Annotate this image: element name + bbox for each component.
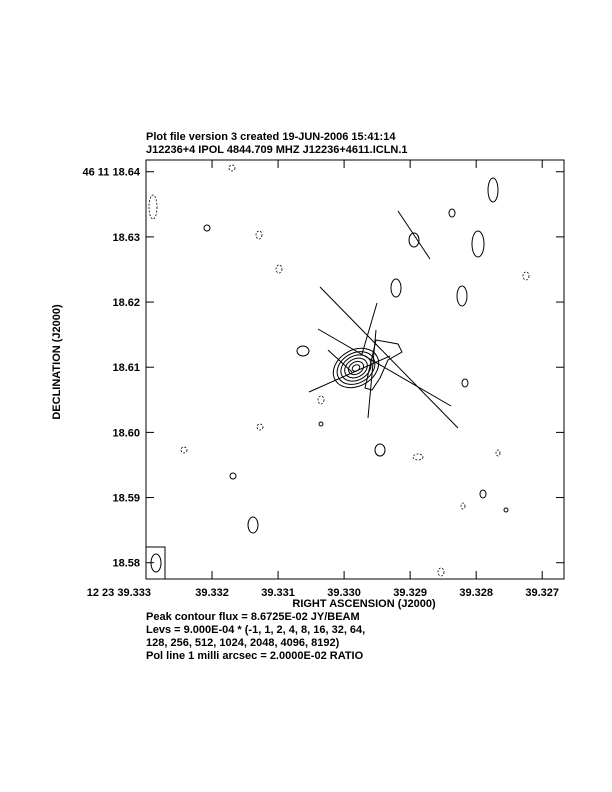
contours — [145, 164, 530, 580]
x-tick-label: 39.330 — [327, 587, 361, 599]
y-tick-label: 18.63 — [112, 232, 140, 244]
annotation: Peak contour flux = 8.6725E-02 JY/BEAM — [146, 611, 360, 623]
x-tick-label: 39.329 — [393, 587, 427, 599]
y-tick-label: 18.60 — [112, 427, 140, 439]
y-axis-label: DECLINATION (J2000) — [51, 304, 63, 420]
x-tick-label: 39.328 — [459, 587, 493, 599]
x-tick-label: 39.332 — [195, 587, 229, 599]
title-line: J12236+4 IPOL 4844.709 MHZ J12236+4611.I… — [146, 144, 408, 156]
y-tick-label: 18.58 — [112, 558, 140, 570]
y-tick-label: 18.59 — [112, 493, 140, 505]
annotation: Pol line 1 milli arcsec = 2.0000E-02 RAT… — [146, 650, 364, 662]
y-tick-label: 18.61 — [112, 362, 140, 374]
annotation: Levs = 9.000E-04 * (-1, 1, 2, 4, 8, 16, … — [146, 624, 365, 636]
x-tick-label: 39.331 — [261, 587, 295, 599]
y-tick-label: 46 11 18.64 — [82, 167, 140, 179]
plot-frame — [145, 159, 565, 580]
y-tick-label: 18.62 — [112, 297, 140, 309]
annotation: 128, 256, 512, 1024, 2048, 4096, 8192) — [146, 637, 340, 649]
polarization-vectors — [308, 210, 459, 429]
title-line: Plot file version 3 created 19-JUN-2006 … — [146, 131, 396, 143]
x-tick-label: 12 23 39.333 — [87, 587, 151, 599]
x-tick-label: 39.327 — [525, 587, 559, 599]
x-axis-label: RIGHT ASCENSION (J2000) — [292, 598, 436, 610]
